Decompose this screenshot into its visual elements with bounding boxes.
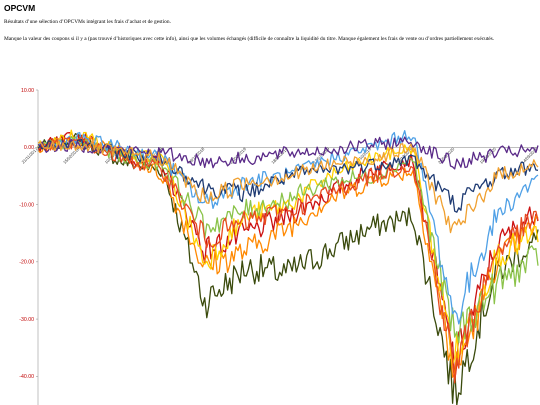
y-tick-label: -10.00 (19, 202, 34, 208)
performance-line-chart: 10.000.00-10.00-20.00-30.00-40.00 21/11/… (19, 88, 539, 405)
y-tick-label: -40.00 (19, 374, 34, 380)
y-tick-label: 0.00 (24, 145, 34, 151)
y-tick-label: 10.00 (21, 88, 34, 94)
series-line-9 (37, 136, 539, 170)
series-line-1 (37, 133, 539, 405)
notes-paragraph: Manque la valeur des coupons si il y a (… (4, 36, 495, 42)
series-line-4 (37, 129, 539, 366)
series-line-10 (37, 140, 539, 234)
series-line-7 (37, 136, 539, 384)
series-line-3 (37, 136, 539, 378)
y-tick-label: -20.00 (19, 260, 34, 266)
x-tick-label: 26/03/2020 (437, 146, 456, 165)
y-tick-label: -30.00 (19, 317, 34, 323)
page-title: OPCVM (4, 3, 36, 13)
series-lines (37, 129, 539, 405)
y-axis: 10.00 0.00 -10.00 -20.00 -30.00 -40.00 (19, 88, 39, 405)
series-line-5 (37, 135, 539, 344)
intro-paragraph: Résultats d’une sélection d’OPCVMs intég… (4, 19, 171, 25)
